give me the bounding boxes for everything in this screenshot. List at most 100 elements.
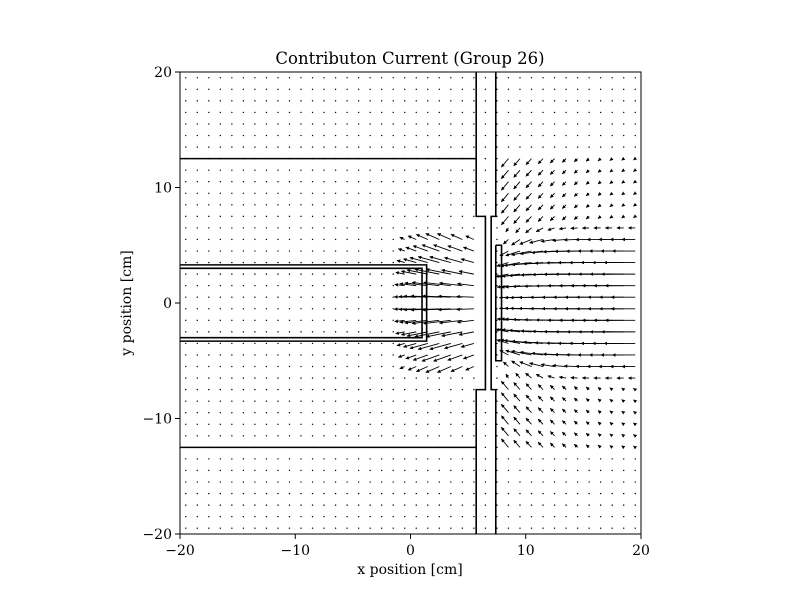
field-dot xyxy=(357,354,360,356)
field-dot xyxy=(277,469,279,472)
field-dot xyxy=(185,377,187,379)
field-dot xyxy=(277,423,279,425)
field-arrow xyxy=(585,180,590,185)
field-dot xyxy=(392,238,394,241)
geometry-outline xyxy=(475,72,487,534)
field-dot xyxy=(415,146,417,148)
field-dot xyxy=(427,192,429,194)
field-dot xyxy=(484,469,487,472)
field-dot xyxy=(623,458,625,460)
field-dot xyxy=(450,469,452,472)
field-dot xyxy=(438,412,441,414)
field-dot xyxy=(300,192,302,194)
field-dot xyxy=(496,377,498,379)
field-dot xyxy=(357,146,360,148)
field-dot xyxy=(519,527,521,529)
field-dot xyxy=(196,134,198,137)
field-dot xyxy=(231,238,233,241)
field-dot xyxy=(311,504,314,506)
field-dot xyxy=(404,123,406,125)
field-dot xyxy=(496,412,498,414)
field-dot xyxy=(519,492,521,495)
field-arrow xyxy=(561,181,567,186)
field-dot xyxy=(530,504,533,506)
field-dot xyxy=(369,261,371,264)
field-dot xyxy=(415,204,417,206)
field-dot xyxy=(369,527,371,529)
field-dot xyxy=(553,134,556,137)
field-dot xyxy=(507,77,510,79)
field-dot xyxy=(392,123,394,125)
field-dot xyxy=(507,469,510,472)
field-arrow xyxy=(633,434,638,438)
field-dot xyxy=(196,308,198,310)
field-arrow xyxy=(549,442,555,448)
field-dot xyxy=(265,331,268,333)
field-dot xyxy=(277,515,279,518)
field-dot xyxy=(231,481,233,483)
field-dot xyxy=(288,423,291,425)
field-dot xyxy=(599,458,602,460)
field-dot xyxy=(277,169,279,171)
field-dot xyxy=(242,308,245,310)
field-dot xyxy=(277,181,279,183)
field-dot xyxy=(300,435,302,437)
field-arrow xyxy=(573,420,578,425)
field-dot xyxy=(415,388,417,391)
field-arrow xyxy=(537,158,544,165)
field-dot xyxy=(542,100,544,102)
field-dot xyxy=(507,504,510,506)
field-arrow xyxy=(460,258,475,264)
field-dot xyxy=(369,319,371,322)
field-arrow xyxy=(597,387,602,391)
field-dot xyxy=(196,100,198,102)
field-dot xyxy=(484,146,487,148)
field-dot xyxy=(334,527,337,529)
y-tick-label: 20 xyxy=(154,65,172,81)
field-dot xyxy=(450,388,452,391)
field-dot xyxy=(288,296,291,298)
field-dot xyxy=(438,192,441,194)
field-dot xyxy=(380,469,383,472)
field-dot xyxy=(565,481,567,483)
field-dot xyxy=(565,123,567,125)
field-arrow xyxy=(561,420,567,425)
field-dot xyxy=(277,134,279,137)
field-arrow xyxy=(597,421,602,426)
field-arrow xyxy=(609,445,614,449)
field-dot xyxy=(208,273,210,275)
x-tick-label: 0 xyxy=(406,543,415,559)
field-arrow xyxy=(549,419,555,425)
field-arrow xyxy=(513,416,521,425)
field-arrow xyxy=(633,168,638,172)
field-dot xyxy=(588,458,590,460)
field-dot xyxy=(530,146,533,148)
field-dot xyxy=(461,412,464,414)
field-dot xyxy=(219,400,222,402)
field-dot xyxy=(277,192,279,194)
field-arrow xyxy=(609,433,614,438)
field-arrow xyxy=(436,233,452,240)
field-dot xyxy=(231,492,233,495)
field-dot xyxy=(334,111,337,114)
field-dot xyxy=(334,261,337,264)
field-dot xyxy=(185,458,187,460)
field-dot xyxy=(415,492,417,495)
field-dot xyxy=(208,319,210,322)
field-dot xyxy=(461,192,464,194)
field-dot xyxy=(242,342,245,345)
field-dot xyxy=(288,88,291,91)
field-dot xyxy=(242,492,245,495)
field-dot xyxy=(334,88,337,91)
field-dot xyxy=(288,169,291,171)
field-dot xyxy=(334,412,337,414)
field-dot xyxy=(357,204,360,206)
field-dot xyxy=(357,123,360,125)
field-dot xyxy=(311,215,314,218)
field-dot xyxy=(392,388,394,391)
field-dot xyxy=(438,111,441,114)
field-dot xyxy=(300,469,302,472)
field-dot xyxy=(219,308,222,310)
field-dot xyxy=(323,273,325,275)
field-dot xyxy=(254,296,256,298)
